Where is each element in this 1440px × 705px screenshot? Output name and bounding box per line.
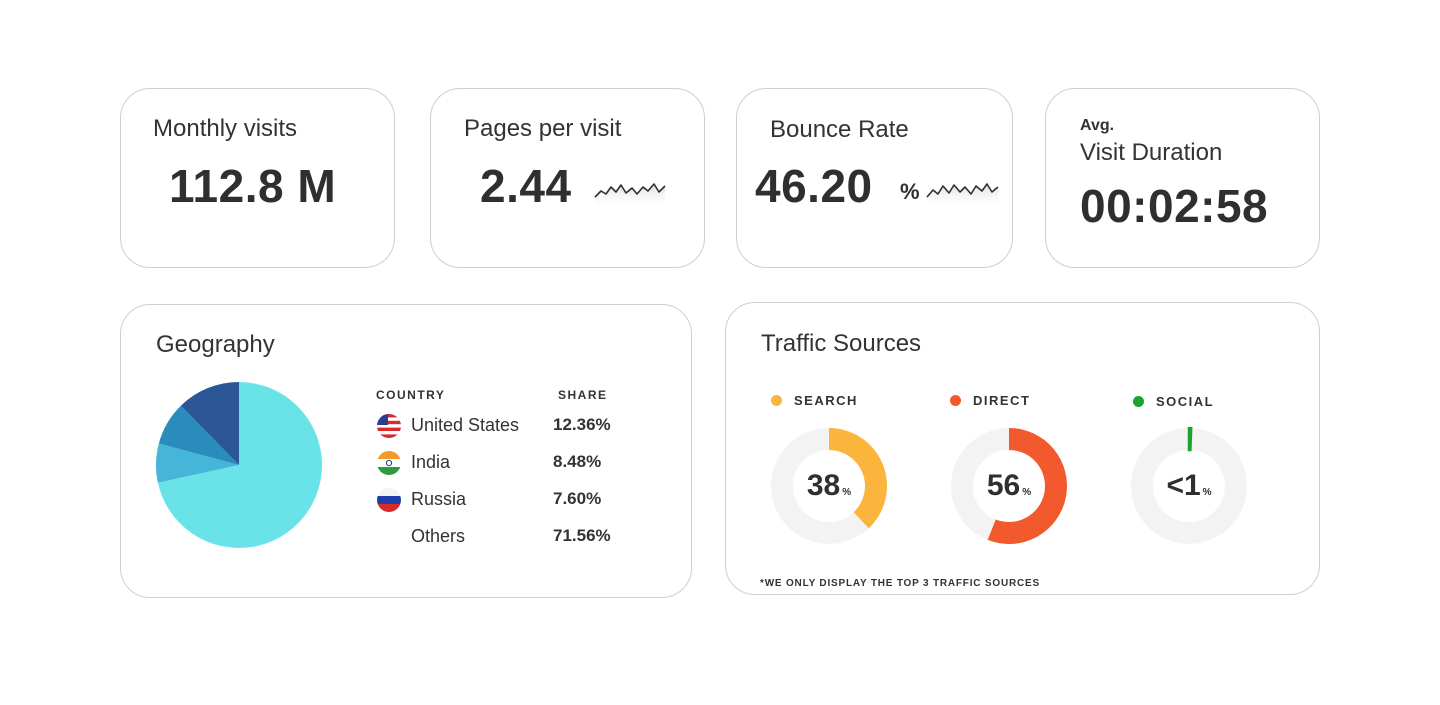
pages-per-visit-card: Pages per visit 2.44	[430, 88, 705, 268]
pages-per-visit-title: Pages per visit	[464, 115, 622, 142]
pages-per-visit-sparkline	[594, 183, 666, 209]
table-row: Others 71.56%	[377, 522, 677, 552]
percent-symbol: %	[1022, 486, 1032, 498]
country-share: 71.56%	[553, 526, 611, 545]
visit-duration-title: Visit Duration	[1080, 139, 1223, 166]
monthly-visits-title: Monthly visits	[153, 115, 298, 142]
geography-pie-chart	[156, 382, 322, 548]
country-share: 8.48%	[553, 452, 602, 471]
table-row: India 8.48%	[377, 448, 677, 478]
source-label-social: SOCIAL	[1133, 394, 1214, 409]
search-donut: 38%	[770, 427, 888, 545]
country-name: Russia	[411, 489, 467, 509]
source-label-text: DIRECT	[973, 393, 1031, 408]
direct-donut: 56%	[950, 427, 1068, 545]
geography-title: Geography	[156, 331, 275, 358]
search-dot-icon	[771, 395, 782, 406]
country-column-header: COUNTRY	[376, 388, 446, 402]
social-donut: <1%	[1130, 426, 1248, 545]
geography-table: United States 12.36% India 8.48%	[377, 411, 677, 561]
country-share: 7.60%	[553, 489, 602, 508]
donut-arc-social	[1187, 426, 1193, 452]
traffic-footnote: *WE ONLY DISPLAY THE TOP 3 TRAFFIC SOURC…	[760, 578, 1040, 589]
bounce-rate-card: Bounce Rate 46.20 %	[736, 88, 1013, 268]
table-row: Russia 7.60%	[377, 485, 677, 515]
bounce-rate-value: 46.20	[755, 160, 873, 212]
traffic-sources-title: Traffic Sources	[761, 330, 922, 357]
source-label-direct: DIRECT	[950, 393, 1030, 408]
share-column-header: SHARE	[558, 388, 608, 402]
bounce-rate-title: Bounce Rate	[770, 116, 909, 143]
source-label-text: SOCIAL	[1156, 394, 1215, 409]
pie-slice-others	[157, 382, 322, 548]
direct-value: 56	[986, 469, 1021, 502]
geography-card: Geography COUNTRY SHARE United States 12…	[120, 304, 692, 598]
donut-arc-search	[829, 428, 887, 529]
social-dot-icon	[1133, 396, 1144, 407]
visit-duration-card: Avg. Visit Duration 00:02:58	[1045, 88, 1320, 268]
country-name: India	[411, 452, 451, 472]
direct-dot-icon	[950, 395, 961, 406]
india-flag-icon	[377, 451, 401, 475]
source-label-search: SEARCH	[771, 393, 858, 408]
search-value: 38	[806, 469, 841, 502]
bounce-rate-unit: %	[900, 179, 920, 204]
monthly-visits-card: Monthly visits 112.8 M	[120, 88, 395, 268]
country-name: United States	[411, 415, 520, 435]
russia-flag-icon	[377, 488, 401, 512]
country-share: 12.36%	[553, 415, 611, 434]
us-flag-icon	[377, 414, 401, 438]
pie-slice-united-states	[180, 382, 239, 465]
percent-symbol: %	[842, 486, 852, 498]
pie-slice-russia	[156, 443, 239, 483]
bounce-rate-sparkline	[926, 183, 999, 209]
donut-arc-direct	[987, 428, 1067, 544]
monthly-visits-value: 112.8 M	[169, 160, 337, 212]
social-value: <1	[1166, 469, 1201, 502]
country-name: Others	[411, 526, 466, 546]
pie-slice-india	[158, 405, 239, 465]
pages-per-visit-value: 2.44	[480, 160, 572, 212]
table-row: United States 12.36%	[377, 411, 677, 441]
traffic-sources-card: Traffic Sources SEARCH DIRECT SOCIAL 38%…	[725, 302, 1320, 595]
source-label-text: SEARCH	[794, 393, 858, 408]
percent-symbol: %	[1202, 486, 1212, 498]
visit-duration-value: 00:02:58	[1080, 180, 1269, 232]
visit-duration-title-small: Avg.	[1080, 117, 1115, 134]
